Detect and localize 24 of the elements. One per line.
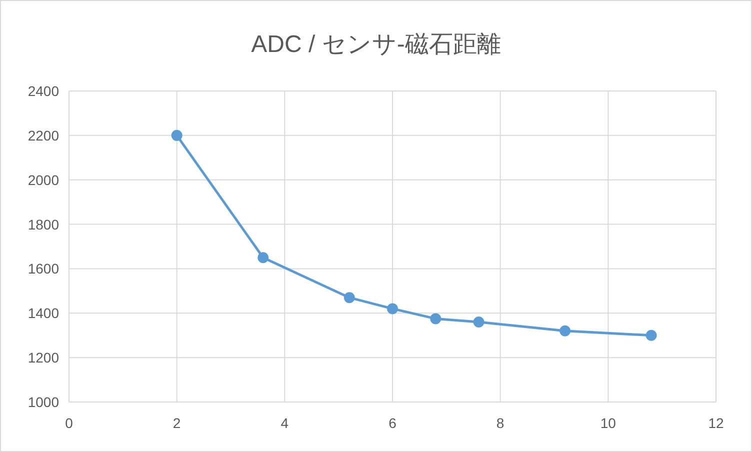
y-tick-label: 1800 — [28, 216, 60, 232]
y-tick-label: 2400 — [28, 83, 60, 99]
point — [387, 303, 398, 314]
x-tick-label: 0 — [65, 415, 74, 431]
x-tick-label: 10 — [600, 415, 616, 431]
point — [560, 325, 571, 336]
y-tick-label: 1000 — [28, 394, 60, 410]
x-tick-label: 2 — [172, 415, 181, 431]
title: ADC / センサ-磁石距離 — [251, 31, 501, 58]
y-tick-label: 1200 — [28, 350, 60, 366]
point — [430, 313, 442, 324]
y-tick-label: 2000 — [28, 172, 60, 188]
point — [646, 330, 657, 341]
x-tick-label: 12 — [708, 415, 724, 431]
point — [258, 252, 269, 264]
y-tick-label: 1600 — [28, 260, 60, 277]
y-tick-label: 2200 — [28, 127, 60, 144]
point — [344, 292, 355, 304]
point — [171, 130, 182, 141]
y-tick-label: 1400 — [28, 305, 60, 322]
point — [473, 316, 484, 328]
x-tick-label: 8 — [496, 415, 504, 431]
x-tick-label: 6 — [388, 415, 397, 431]
x-tick-label: 4 — [280, 415, 289, 431]
